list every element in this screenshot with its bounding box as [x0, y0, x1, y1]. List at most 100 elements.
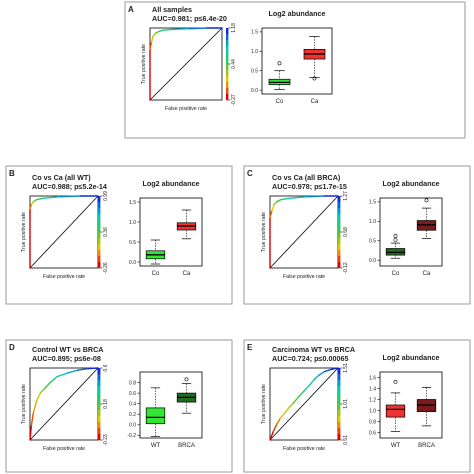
colorbar-segment — [338, 220, 341, 227]
roc-curve-segment — [271, 203, 275, 212]
roc-ylabel: True positive rate — [261, 212, 267, 252]
colorbar-segment — [98, 386, 101, 393]
roc-curve-segment — [289, 196, 309, 199]
box-y-tick-label: 0.8 — [129, 380, 136, 386]
colorbar-segment — [98, 374, 101, 381]
colorbar-segment — [338, 214, 341, 221]
box-y-tick-label: 0.2 — [129, 412, 136, 418]
colorbar-tick-label: -0.23 — [103, 434, 109, 446]
colorbar-segment — [98, 380, 101, 387]
colorbar-segment — [98, 368, 101, 375]
roc-title: All samples — [152, 5, 192, 14]
roc-diagonal — [29, 367, 99, 441]
roc-diagonal — [149, 27, 223, 101]
colorbar-segment — [338, 244, 341, 251]
roc-title: Carcinoma WT vs BRCA — [272, 345, 355, 354]
colorbar-segment — [98, 208, 101, 215]
colorbar-tick-label: 0.36 — [103, 227, 109, 237]
box-category-label: Co — [152, 271, 160, 277]
roc-curve-segment — [152, 32, 157, 38]
roc-curve-segment — [44, 381, 52, 389]
colorbar-segment — [98, 416, 101, 423]
colorbar-segment — [98, 232, 101, 239]
box-wt — [385, 404, 406, 418]
colorbar-segment — [338, 386, 341, 393]
colorbar-tick-label: 1.01 — [343, 399, 349, 409]
roc-curve-segment — [288, 401, 295, 409]
colorbar-segment — [98, 220, 101, 227]
roc-curve-segment — [87, 367, 99, 370]
box-outlier — [393, 379, 398, 384]
roc-title: Control WT vs BRCA — [32, 345, 103, 354]
colorbar-segment — [98, 392, 101, 399]
roc-curve-segment — [59, 195, 82, 198]
colorbar-segment — [98, 262, 101, 269]
auc-label: AUC=0.978; p≤1.7e-15 — [272, 182, 347, 191]
colorbar-segment — [338, 196, 341, 203]
box-y-tick-label: 0.4 — [129, 401, 136, 407]
roc-curve-segment — [39, 387, 46, 394]
colorbar-segment — [226, 52, 229, 59]
colorbar-tick-label: 1.18 — [231, 23, 237, 33]
box-y-tick-label: 0.0 — [369, 258, 376, 264]
roc-ylabel: True positive rate — [21, 212, 27, 252]
roc-curve-segment — [308, 378, 315, 386]
colorbar-segment — [98, 202, 101, 209]
colorbar-segment — [338, 262, 341, 269]
colorbar-segment — [98, 238, 101, 245]
colorbar-segment — [338, 434, 341, 441]
colorbar-segment — [98, 256, 101, 263]
roc-curve-segment — [323, 368, 332, 373]
auc-label: AUC=0.895; p≤6e-08 — [32, 354, 101, 363]
panel-letter: E — [247, 343, 253, 352]
roc-curve-segment — [330, 367, 339, 371]
box-y-tick-label: 1.0 — [251, 49, 258, 55]
box-title: Log2 abundance — [382, 179, 439, 188]
colorbar-segment — [338, 226, 341, 233]
roc-curve-segment — [284, 406, 290, 414]
box-category-label: Ca — [183, 271, 191, 277]
roc-curve-segment — [29, 424, 33, 441]
colorbar-segment — [338, 380, 341, 387]
box-title: Log2 abundance — [142, 179, 199, 188]
roc-ylabel: True positive rate — [141, 44, 147, 84]
roc-curve-segment — [269, 430, 275, 441]
box-y-tick-label: 0.5 — [369, 239, 376, 245]
roc-xlabel: False positive rate — [43, 274, 85, 280]
colorbar-segment — [338, 416, 341, 423]
roc-curve-segment — [303, 384, 311, 392]
roc-diagonal — [29, 195, 99, 269]
colorbar-segment — [98, 404, 101, 411]
colorbar-segment — [226, 94, 229, 101]
colorbar-segment — [338, 238, 341, 245]
box-y-tick-label: 0.6 — [129, 391, 136, 397]
roc-xlabel: False positive rate — [283, 274, 325, 280]
colorbar-tick-label: 0.51 — [343, 435, 349, 445]
roc-curve-segment — [29, 203, 33, 210]
colorbar-segment — [226, 58, 229, 65]
roc-curve-segment — [56, 372, 69, 378]
colorbar-segment — [226, 82, 229, 89]
roc-curve-segment — [170, 28, 191, 31]
roc-curve-segment — [157, 29, 164, 33]
roc-curve-segment — [36, 197, 45, 201]
panel-c: C Co vs Ca (all BRCA)AUC=0.978; p≤1.7e-15… — [243, 165, 471, 305]
colorbar-tick-label: 0.99 — [103, 191, 109, 201]
box-category-label: BRCA — [418, 443, 435, 449]
roc-xlabel: False positive rate — [283, 446, 325, 452]
roc-curve-segment — [297, 390, 305, 398]
roc-curve-segment — [188, 27, 209, 30]
box-y-tick-label: 1.6 — [369, 375, 376, 381]
box-y-tick-label: -0.2 — [127, 433, 136, 439]
box-plot-area — [379, 371, 443, 439]
colorbar-tick-label: -0.27 — [231, 94, 237, 106]
box-outlier — [393, 234, 398, 238]
box-y-tick-label: 1.5 — [251, 30, 258, 36]
box-category-label: Ca — [311, 99, 319, 105]
box-category-label: WT — [391, 443, 401, 449]
roc-curve-segment — [32, 399, 38, 414]
box-category-label: BRCA — [178, 443, 195, 449]
colorbar-tick-label: 0.44 — [231, 59, 237, 69]
auc-label: AUC=0.981; p≤6.4e-20 — [152, 14, 227, 23]
